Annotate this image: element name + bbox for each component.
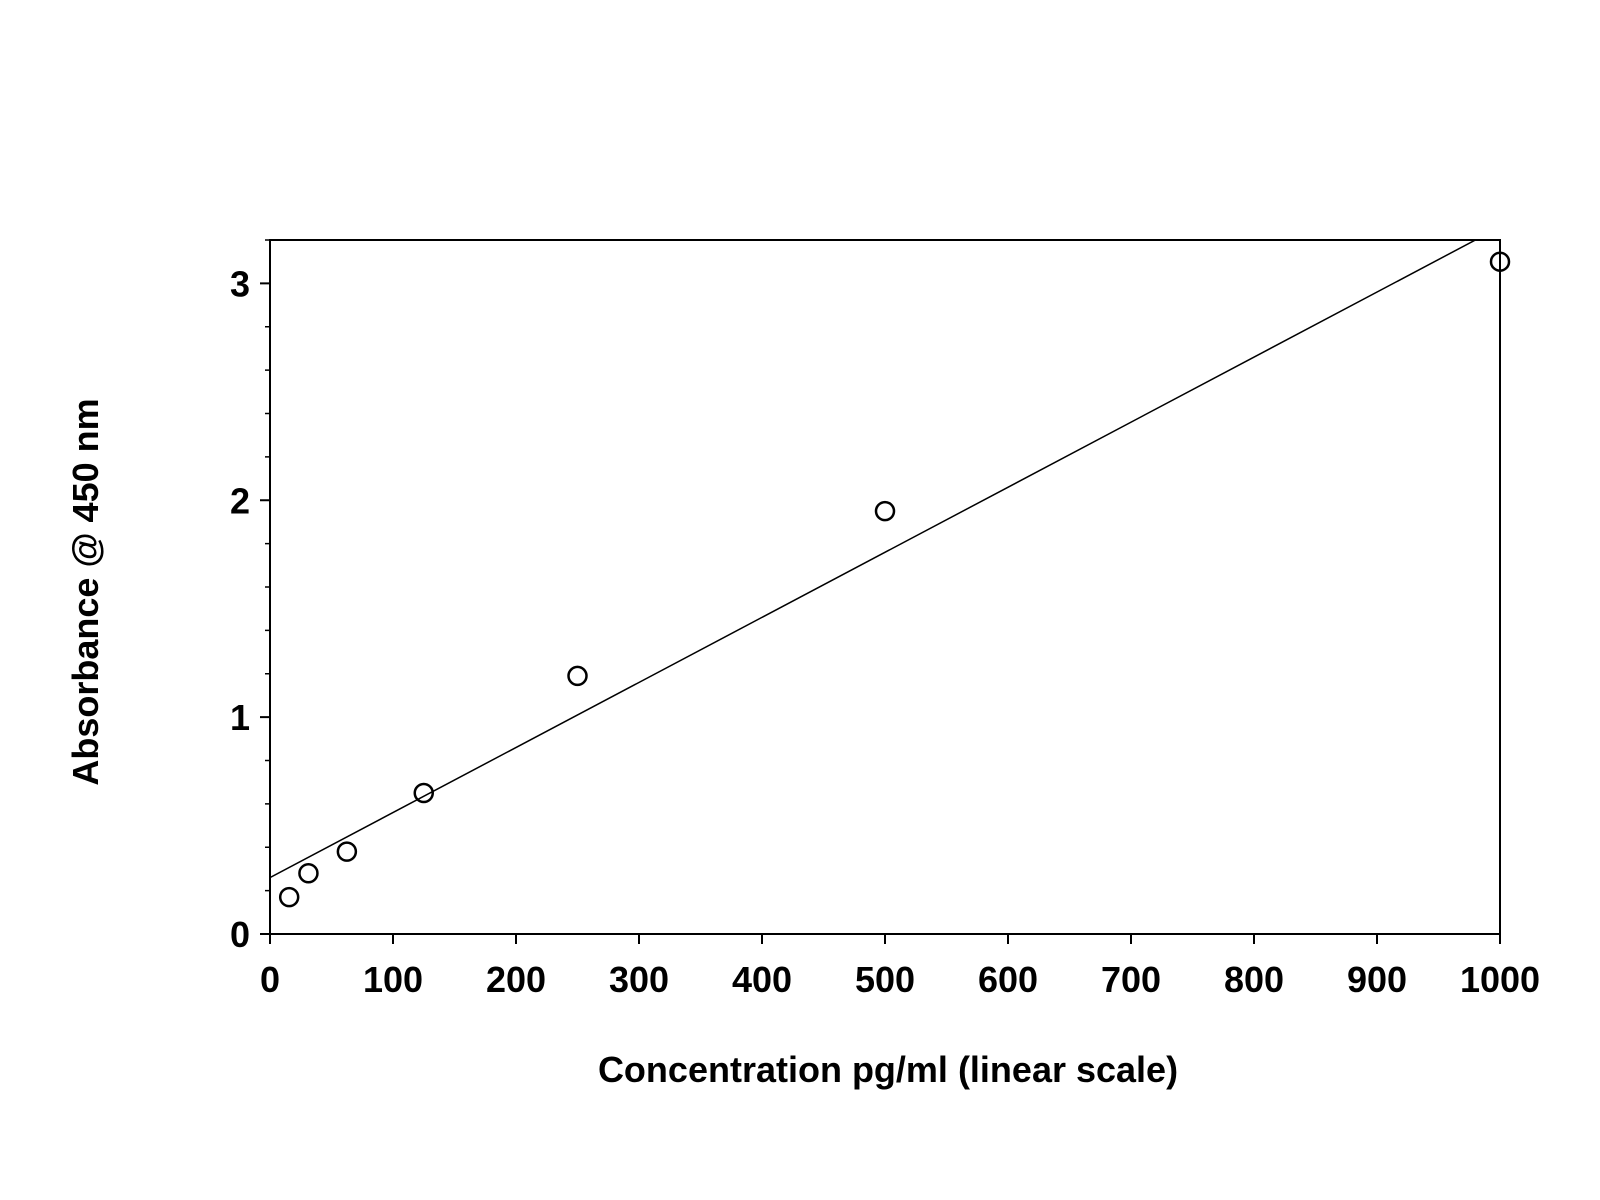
- plot-frame: [269, 239, 1501, 935]
- data-point: [298, 863, 319, 884]
- y-tick-label: 0: [230, 914, 250, 955]
- data-points: [278, 251, 1511, 908]
- y-axis: 0 1 2 3: [230, 263, 270, 955]
- y-tick-label: 3: [230, 263, 250, 304]
- fit-line: [270, 240, 1478, 879]
- data-point: [874, 500, 896, 522]
- x-axis-title: Concentration pg/ml (linear scale): [598, 1049, 1178, 1090]
- x-tick-label: 700: [1101, 959, 1161, 1000]
- x-tick-label: 100: [363, 959, 423, 1000]
- data-point: [1489, 251, 1511, 272]
- x-tick-label: 300: [609, 959, 669, 1000]
- y-tick-label: 2: [230, 480, 250, 521]
- y-tick-label: 1: [230, 697, 250, 738]
- data-point: [413, 782, 434, 804]
- x-tick-label: 0: [260, 959, 280, 1000]
- x-tick-label: 600: [978, 959, 1038, 1000]
- x-tick-label: 500: [855, 959, 915, 1000]
- x-tick-label: 1000: [1460, 959, 1540, 1000]
- x-tick-label: 200: [486, 959, 546, 1000]
- x-tick-label: 400: [732, 959, 792, 1000]
- x-axis: 0 100 200 300 400 500 600 700 800 900 1000: [260, 934, 1540, 1000]
- data-point: [567, 665, 588, 687]
- x-tick-label: 800: [1224, 959, 1284, 1000]
- x-tick-label: 900: [1347, 959, 1407, 1000]
- data-point: [336, 841, 358, 862]
- y-minor-ticks: [265, 239, 270, 892]
- y-axis-title: Absorbance @ 450 nm: [65, 398, 106, 785]
- data-point: [278, 886, 300, 908]
